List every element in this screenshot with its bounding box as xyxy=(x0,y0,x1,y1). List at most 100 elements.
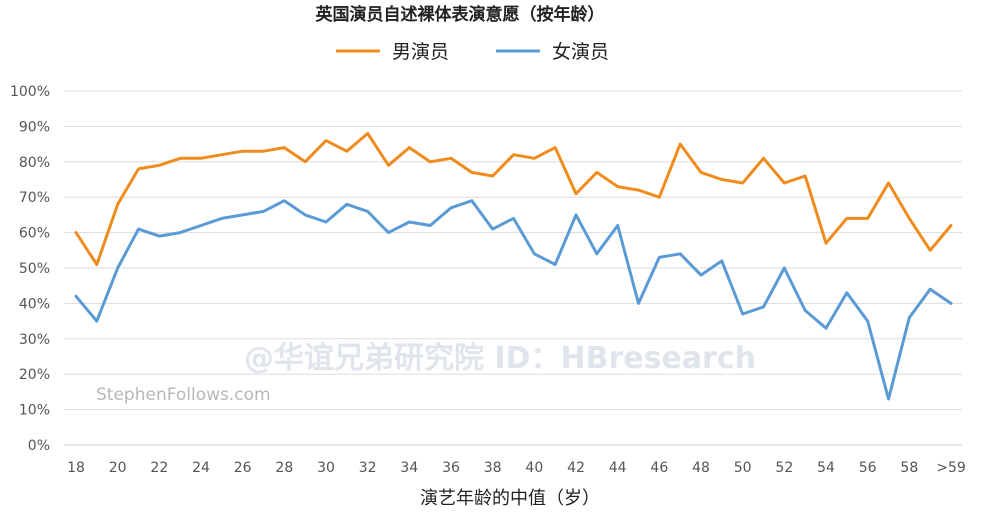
data-point xyxy=(158,234,161,238)
data-point xyxy=(678,252,682,256)
data-point xyxy=(283,199,286,202)
data-point xyxy=(262,149,265,153)
data-point xyxy=(366,132,369,135)
data-point xyxy=(720,259,724,263)
data-point xyxy=(595,252,599,256)
data-point xyxy=(283,146,286,149)
data-point xyxy=(866,217,869,220)
y-tick-label: 0% xyxy=(28,438,50,454)
data-point xyxy=(303,160,307,163)
watermark-text: @华谊兄弟研究院 ID：HBresearch xyxy=(244,341,756,376)
data-point xyxy=(470,199,474,202)
data-point xyxy=(928,288,932,291)
x-tick-label: 22 xyxy=(150,460,168,476)
x-tick-label: 24 xyxy=(192,460,210,476)
data-point xyxy=(845,291,849,294)
y-tick-label: 10% xyxy=(19,403,50,419)
y-tick-label: 80% xyxy=(19,155,50,171)
legend: 男演员 女演员 xyxy=(336,41,609,63)
data-point xyxy=(241,149,244,153)
x-tick-label: 34 xyxy=(400,460,418,476)
data-point xyxy=(178,231,182,234)
legend-label: 男演员 xyxy=(392,41,449,63)
data-point xyxy=(658,196,661,199)
chart-title: 英国演员自述裸体表演意愿（按年龄） xyxy=(316,4,605,25)
x-tick-label: >59 xyxy=(936,460,966,476)
y-tick-label: 100% xyxy=(10,84,50,100)
data-point xyxy=(449,206,453,210)
data-point xyxy=(533,157,536,160)
y-tick-label: 20% xyxy=(19,367,50,383)
data-point xyxy=(741,181,744,185)
data-point xyxy=(824,242,828,245)
data-point xyxy=(408,220,411,224)
data-point xyxy=(491,174,494,178)
data-point xyxy=(428,160,432,163)
data-point xyxy=(74,231,78,234)
data-point xyxy=(928,249,932,252)
data-point xyxy=(783,266,786,270)
y-tick-label: 90% xyxy=(19,119,50,135)
data-point xyxy=(220,153,224,156)
x-tick-label: 56 xyxy=(859,460,877,476)
data-point xyxy=(553,263,557,266)
data-point xyxy=(366,210,369,213)
y-tick-label: 70% xyxy=(19,190,50,206)
data-point xyxy=(199,157,203,160)
data-point xyxy=(220,217,224,220)
data-point xyxy=(908,217,911,220)
data-point xyxy=(74,295,78,298)
x-tick-label: 18 xyxy=(67,460,85,476)
data-point xyxy=(762,157,765,160)
y-tick-label: 50% xyxy=(19,261,50,277)
data-point xyxy=(158,164,161,167)
data-point xyxy=(553,146,557,149)
legend-label: 女演员 xyxy=(552,41,609,63)
data-point xyxy=(241,213,244,217)
x-tick-label: 44 xyxy=(609,460,627,476)
data-point xyxy=(949,224,953,227)
data-point xyxy=(574,213,578,217)
data-point xyxy=(116,203,119,206)
data-point xyxy=(699,171,703,174)
data-point xyxy=(595,171,599,174)
data-point xyxy=(678,142,682,146)
data-point xyxy=(262,210,265,213)
data-point xyxy=(741,312,744,316)
x-tick-label: 28 xyxy=(275,460,293,476)
data-point xyxy=(908,316,911,319)
x-tick-label: 26 xyxy=(234,460,252,476)
x-tick-label: 42 xyxy=(567,460,585,476)
data-point xyxy=(637,302,640,305)
data-point xyxy=(95,263,99,266)
data-point xyxy=(345,149,349,153)
x-tick-label: 20 xyxy=(109,460,127,476)
data-point xyxy=(199,224,203,227)
data-point xyxy=(137,167,140,171)
x-axis-ticks: 18 20 22 24 26 28 30 32 34 36 38 40 42 44 46 48 50 52 54 56… xyxy=(67,460,966,476)
data-point xyxy=(449,157,453,160)
data-point xyxy=(824,326,828,330)
data-point xyxy=(95,319,99,323)
y-tick-label: 30% xyxy=(19,332,50,348)
data-point xyxy=(116,266,119,270)
x-tick-label: 54 xyxy=(817,460,835,476)
data-point xyxy=(616,224,619,227)
x-tick-label: 46 xyxy=(650,460,668,476)
data-point xyxy=(533,252,536,256)
x-tick-label: 58 xyxy=(900,460,918,476)
series-line-male xyxy=(74,132,953,266)
data-point xyxy=(512,153,515,156)
data-point xyxy=(887,181,890,185)
data-point xyxy=(887,397,890,401)
x-tick-label: 38 xyxy=(484,460,502,476)
data-point xyxy=(178,157,182,160)
source-credit: StephenFollows.com xyxy=(96,385,271,405)
data-point xyxy=(803,309,807,312)
x-tick-label: 50 xyxy=(734,460,752,476)
data-point xyxy=(491,227,494,231)
data-point xyxy=(574,192,578,195)
data-point xyxy=(783,181,786,185)
data-point xyxy=(428,224,432,227)
